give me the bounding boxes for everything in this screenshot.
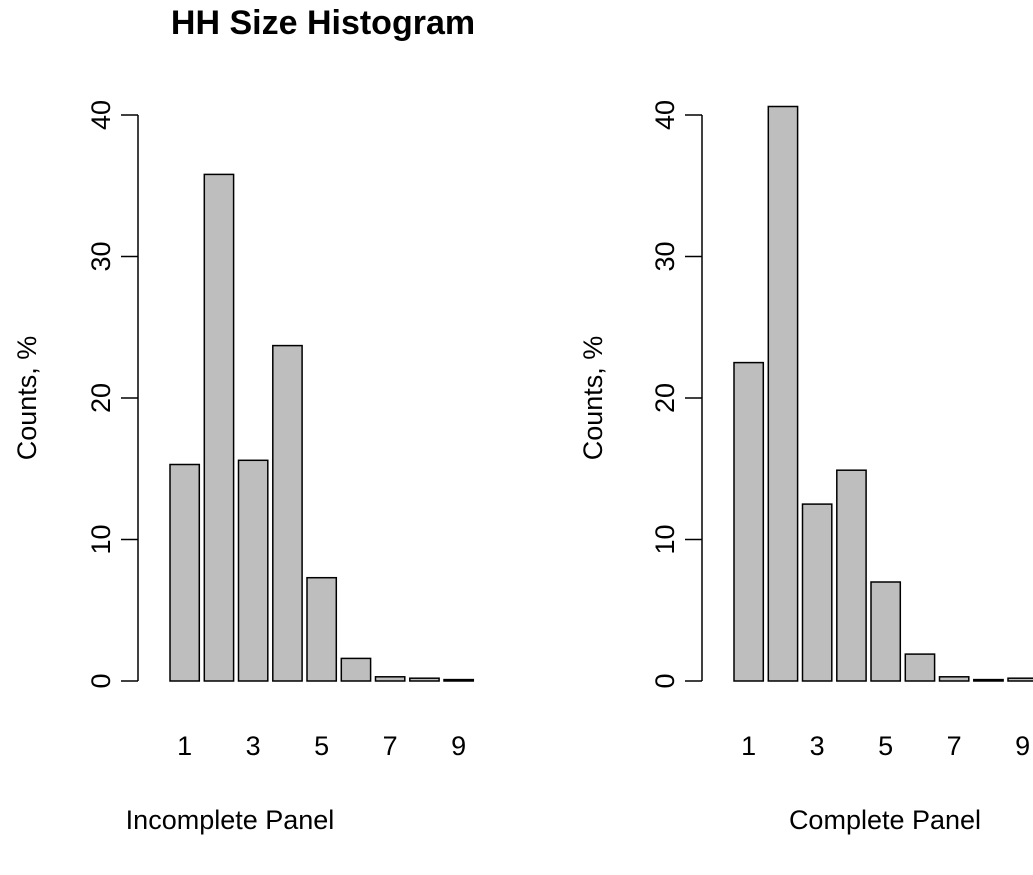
x-tick-label: 5 [878, 731, 893, 761]
bar-5 [306, 576, 338, 682]
y-axis: 0 10 20 30 40 [86, 100, 139, 689]
bar-series [169, 173, 475, 682]
y-tick-label: 30 [86, 241, 116, 271]
chart-title: HH Size Histogram [171, 4, 475, 42]
x-tick-label: 3 [246, 731, 261, 761]
complete-panel-chart: Complete Panel Counts, % 0 10 20 30 40 1 3 5 7 9 [578, 100, 1033, 835]
bar-7 [374, 676, 406, 682]
x-tick-label: 5 [314, 731, 329, 761]
x-axis-label: Complete Panel [789, 805, 981, 835]
bar-2 [767, 105, 799, 682]
bar-8 [973, 678, 1004, 682]
y-tick-label: 0 [650, 673, 680, 688]
bar-4 [836, 469, 867, 682]
bar-3 [237, 459, 269, 682]
bar-3 [801, 503, 833, 682]
bar-7 [938, 676, 970, 682]
bar-5 [870, 581, 902, 682]
x-tick-label: 7 [383, 731, 398, 761]
y-axis: 0 10 20 30 40 [650, 100, 703, 689]
y-tick-label: 20 [650, 383, 680, 413]
x-tick-label: 7 [947, 731, 962, 761]
x-tick-labels: 1 3 5 7 9 [177, 731, 466, 761]
y-tick-label: 40 [86, 100, 116, 130]
y-tick-label: 40 [650, 100, 680, 130]
bar-1 [733, 361, 765, 682]
bar-4 [272, 344, 303, 682]
x-tick-label: 9 [1015, 731, 1030, 761]
bar-1 [169, 463, 201, 682]
y-tick-label: 30 [650, 241, 680, 271]
y-tick-label: 20 [86, 383, 116, 413]
y-axis-label: Counts, % [578, 336, 608, 461]
bar-series [733, 105, 1033, 682]
x-tick-label: 3 [810, 731, 825, 761]
y-tick-label: 0 [86, 673, 116, 688]
y-axis-label: Counts, % [12, 336, 42, 461]
x-tick-labels: 1 3 5 7 9 [741, 731, 1030, 761]
bar-6 [340, 657, 372, 682]
x-tick-label: 1 [177, 731, 192, 761]
x-tick-label: 1 [741, 731, 756, 761]
bar-8 [409, 677, 440, 682]
bar-6 [904, 653, 936, 682]
y-tick-label: 10 [650, 524, 680, 554]
bar-9 [1007, 677, 1033, 682]
incomplete-panel-chart: HH Size Histogram Incomplete Panel Count… [12, 4, 475, 835]
bar-2 [203, 173, 235, 682]
y-tick-label: 10 [86, 524, 116, 554]
x-tick-label: 9 [451, 731, 466, 761]
bar-9 [443, 678, 475, 682]
x-axis-label: Incomplete Panel [126, 805, 335, 835]
